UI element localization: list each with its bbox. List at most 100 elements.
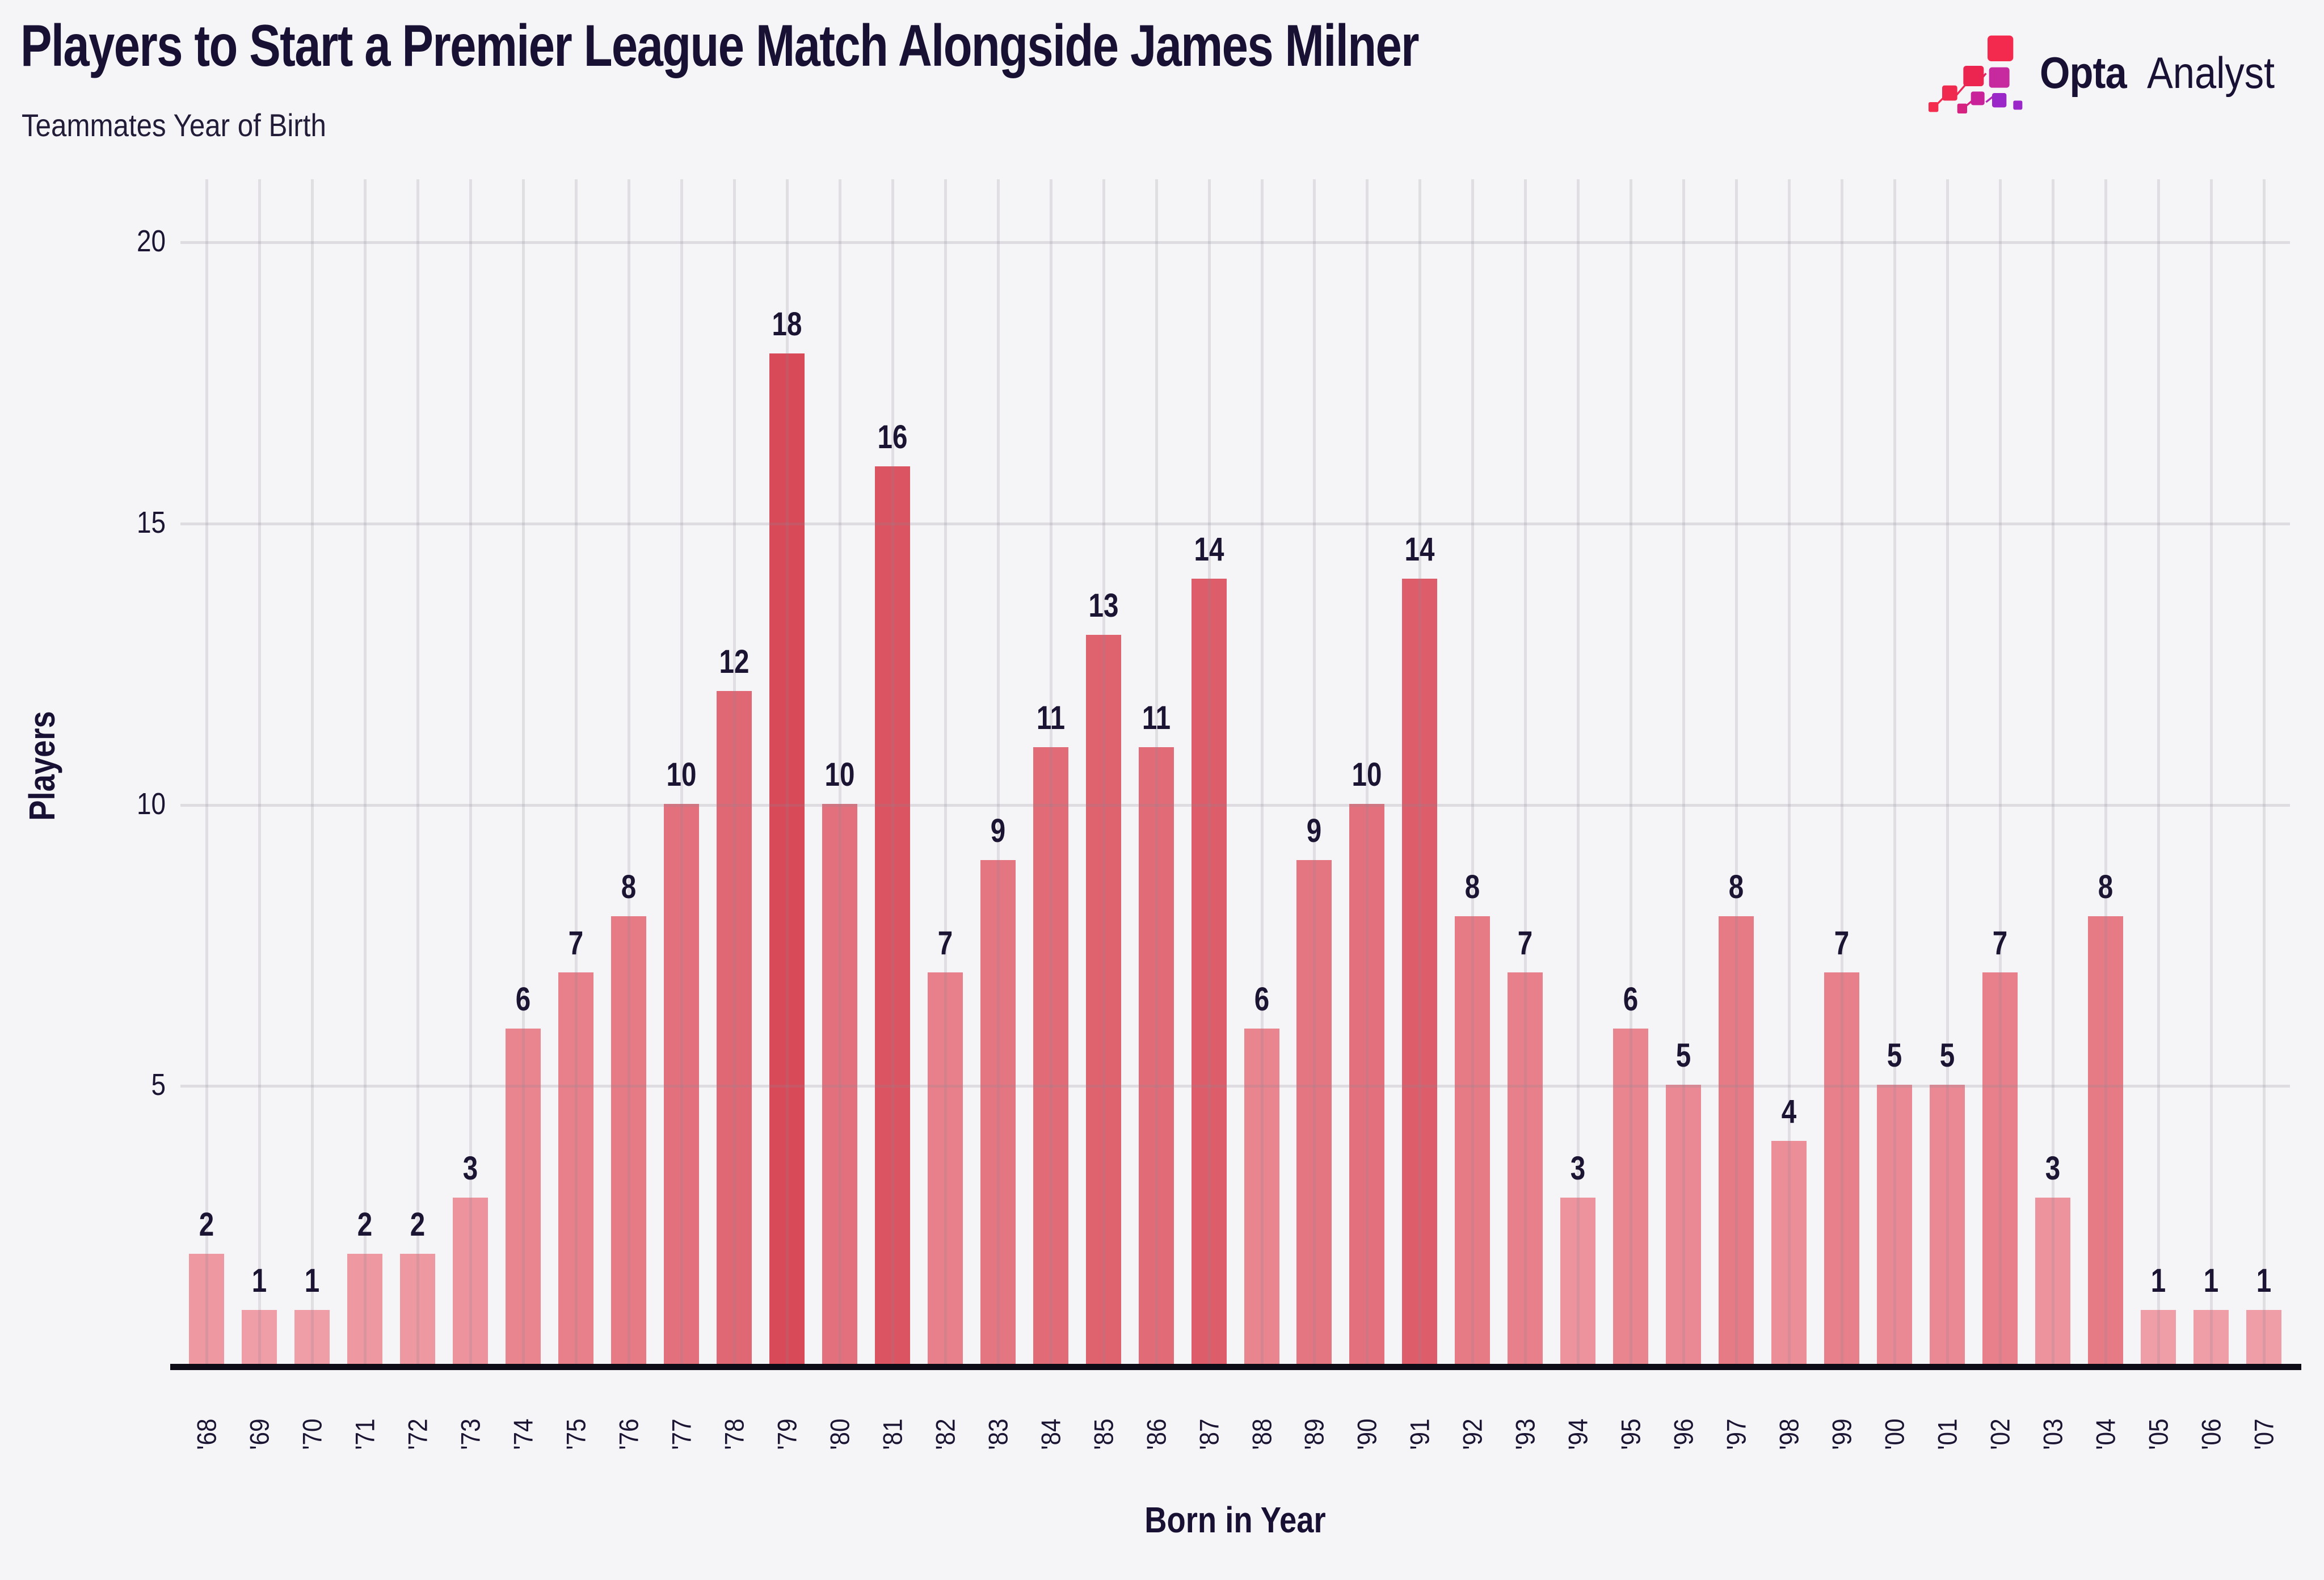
- x-tick-label: '75: [561, 1418, 591, 1450]
- plot-area: 2 1 1 2 2 3 6 7 8 10 12 18 10 16 7 9 11 13 11 14 6 9 10 14 8 7 3 6 5…: [180, 179, 2290, 1366]
- bar-value-label: 12: [719, 643, 750, 681]
- bar-column: 1: [2237, 179, 2290, 1366]
- bar-column: 5: [1921, 179, 1973, 1366]
- vertical-gridline: [733, 179, 736, 1366]
- x-tick-cell: '04: [2079, 1383, 2132, 1485]
- vertical-gridline: [1313, 179, 1316, 1366]
- vertical-gridline: [575, 179, 578, 1366]
- vertical-gridline: [311, 179, 314, 1366]
- bar: [1719, 916, 1754, 1366]
- bar-value-label: 5: [1675, 1037, 1691, 1075]
- x-tick-label: '86: [1141, 1418, 1172, 1450]
- x-tick-cell: '97: [1710, 1383, 1763, 1485]
- x-tick-label: '71: [350, 1418, 380, 1450]
- bar-column: 3: [1552, 179, 1605, 1366]
- vertical-gridline: [1524, 179, 1527, 1366]
- x-tick-label: '04: [2090, 1418, 2121, 1450]
- vertical-gridline: [258, 179, 262, 1366]
- y-axis-ticks: 5 10 15 20: [79, 179, 170, 1366]
- bar-column: 13: [1077, 179, 1130, 1366]
- x-tick-cell: '68: [180, 1383, 233, 1485]
- x-tick-label: '91: [1404, 1418, 1435, 1450]
- bar-value-label: 16: [877, 418, 908, 456]
- vertical-gridline: [944, 179, 947, 1366]
- x-tick-cell: '03: [2026, 1383, 2079, 1485]
- vertical-gridline: [2104, 179, 2107, 1366]
- bar: [1244, 1029, 1279, 1366]
- bar-column: 9: [1288, 179, 1341, 1366]
- x-tick-cell: '73: [444, 1383, 497, 1485]
- bar-value-label: 6: [1623, 981, 1639, 1018]
- bar: [2087, 916, 2123, 1366]
- bar-column: 6: [497, 179, 550, 1366]
- bar-value-label: 6: [515, 981, 531, 1018]
- x-tick-cell: '05: [2132, 1383, 2184, 1485]
- bar-value-label: 8: [1465, 868, 1480, 905]
- vertical-gridline: [1155, 179, 1158, 1366]
- vertical-gridline: [2209, 179, 2213, 1366]
- bar-column: 2: [391, 179, 444, 1366]
- bar-column: 2: [180, 179, 233, 1366]
- brand-wordmark: Opta Analyst: [2040, 47, 2292, 99]
- bar: [506, 1029, 541, 1366]
- bar-column: 16: [866, 179, 919, 1366]
- bar: [1138, 747, 1174, 1366]
- x-tick-label: '05: [2143, 1418, 2174, 1450]
- bar-value-label: 7: [1518, 924, 1533, 962]
- x-tick-label: '83: [983, 1418, 1013, 1450]
- bar-columns: 2 1 1 2 2 3 6 7 8 10 12 18 10 16 7 9 11 13 11 14 6 9 10 14 8 7 3 6 5…: [180, 179, 2290, 1366]
- bar-value-label: 11: [1142, 700, 1171, 737]
- bar-column: 12: [708, 179, 761, 1366]
- x-tick-cell: '77: [655, 1383, 708, 1485]
- x-tick-label: '70: [297, 1418, 327, 1450]
- bar-value-label: 10: [824, 756, 855, 793]
- x-tick-cell: '79: [760, 1383, 813, 1485]
- x-tick-label: '99: [1826, 1418, 1857, 1450]
- bar-column: 7: [919, 179, 971, 1366]
- x-tick-cell: '89: [1288, 1383, 1341, 1485]
- bar-column: 1: [2184, 179, 2237, 1366]
- vertical-gridline: [1788, 179, 1791, 1366]
- bar-value-label: 10: [666, 756, 697, 793]
- bar: [1929, 1085, 1965, 1366]
- bar: [1876, 1085, 1912, 1366]
- x-tick-cell: '84: [1024, 1383, 1077, 1485]
- opta-logo: Opta Analyst: [1928, 30, 2292, 116]
- bar-value-label: 13: [1088, 587, 1119, 625]
- bar-column: 14: [1393, 179, 1446, 1366]
- x-tick-cell: '83: [971, 1383, 1024, 1485]
- vertical-gridline: [1260, 179, 1264, 1366]
- bar-value-label: 1: [305, 1262, 320, 1299]
- vertical-gridline: [1471, 179, 1475, 1366]
- x-tick-label: '98: [1774, 1418, 1804, 1450]
- bar-value-label: 2: [199, 1206, 214, 1243]
- bar-value-label: 2: [410, 1206, 426, 1243]
- x-tick-label: '74: [508, 1418, 538, 1450]
- horizontal-gridline: [180, 803, 2290, 807]
- bar-value-label: 1: [2203, 1262, 2218, 1299]
- x-tick-label: '68: [191, 1418, 222, 1450]
- bar-value-label: 7: [568, 924, 584, 962]
- x-tick-label: '90: [1352, 1418, 1382, 1450]
- bar: [294, 1309, 330, 1366]
- bar-column: 7: [550, 179, 603, 1366]
- x-tick-label: '77: [666, 1418, 697, 1450]
- bar-column: 6: [1235, 179, 1288, 1366]
- x-tick-cell: '93: [1499, 1383, 1552, 1485]
- bar: [1191, 578, 1227, 1366]
- x-tick-cell: '99: [1816, 1383, 1868, 1485]
- x-tick-label: '84: [1035, 1418, 1066, 1450]
- x-tick-label: '07: [2249, 1418, 2279, 1450]
- x-tick-label: '82: [930, 1418, 961, 1450]
- bar: [1666, 1085, 1702, 1366]
- x-tick-label: '01: [1932, 1418, 1963, 1450]
- x-tick-cell: '71: [339, 1383, 391, 1485]
- bar: [189, 1253, 225, 1366]
- x-axis-label: Born in Year: [1144, 1499, 1326, 1540]
- bar-value-label: 2: [357, 1206, 373, 1243]
- y-tick-label: 15: [136, 505, 166, 540]
- bar: [1349, 803, 1385, 1366]
- vertical-gridline: [1207, 179, 1211, 1366]
- bar-column: 11: [1130, 179, 1182, 1366]
- bar-column: 7: [1816, 179, 1868, 1366]
